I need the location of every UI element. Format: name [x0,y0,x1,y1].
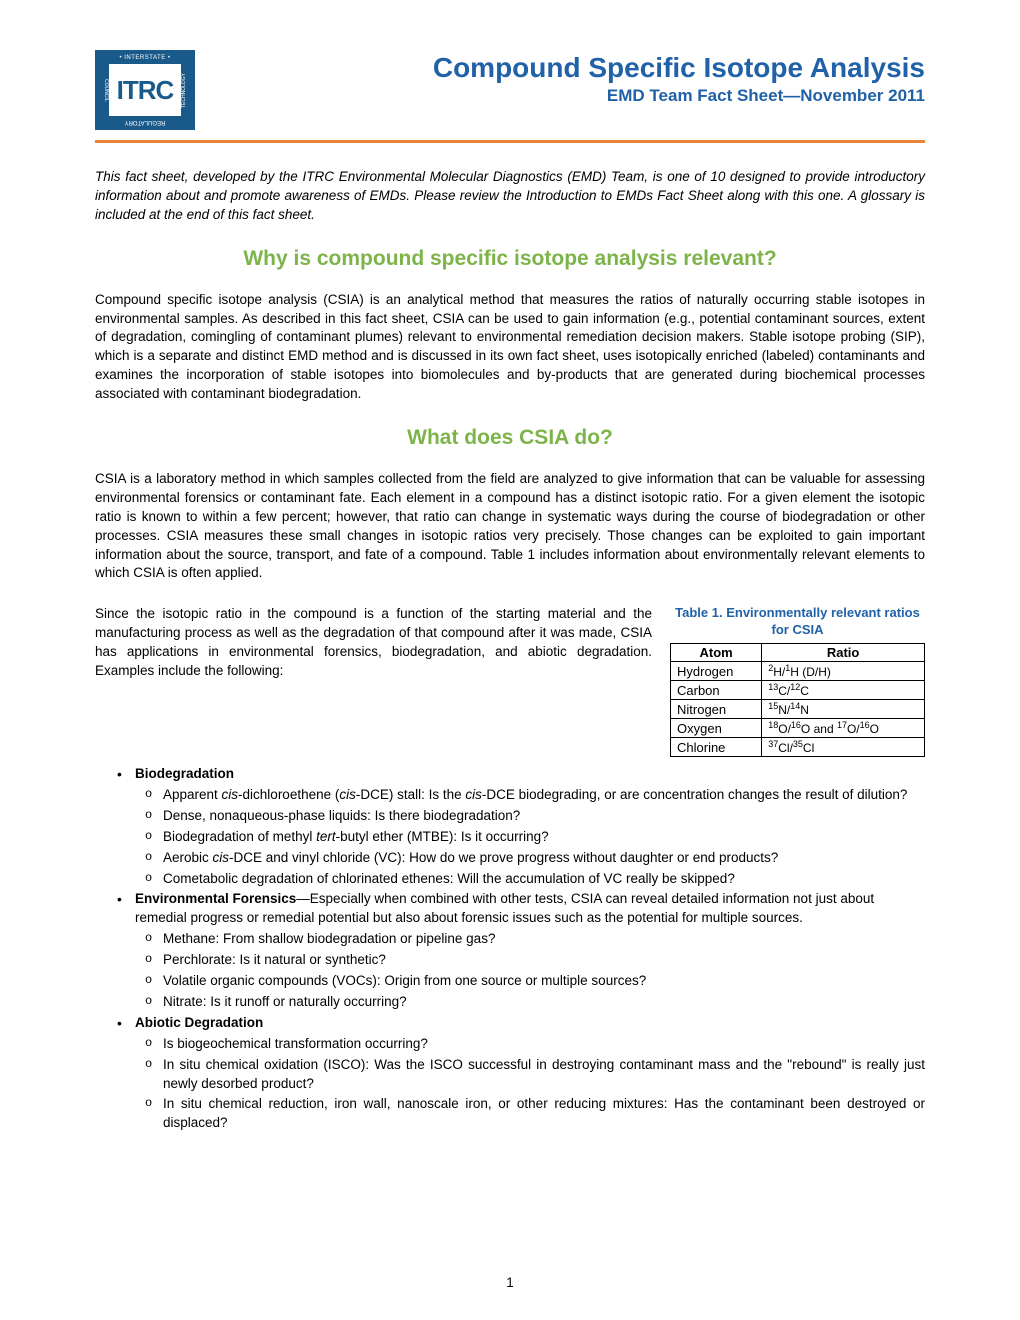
left-content: Since the isotopic ratio in the compound… [95,605,652,757]
section-2-left-para: Since the isotopic ratio in the compound… [95,605,652,681]
ratio-cell: 37Cl/35Cl [762,738,925,757]
table-col-atom: Atom [671,644,762,662]
table-1: Atom Ratio Hydrogen2H/1H (D/H)Carbon13C/… [670,643,925,757]
logo-bottom-text: REGULATORY [97,116,193,128]
ratio-cell: 13C/12C [762,681,925,700]
logo-center-text: ITRC [117,75,174,106]
logo-right-text: TECHNOLOGY [181,64,193,116]
list-item: Apparent cis-dichloroethene (cis-DCE) st… [95,786,925,805]
section-1-body: Compound specific isotope analysis (CSIA… [95,291,925,404]
table-row: Carbon13C/12C [671,681,925,700]
content-with-table: Since the isotopic ratio in the compound… [95,605,925,757]
atom-cell: Nitrogen [671,700,762,719]
list-item: Is biogeochemical transformation occurri… [95,1035,925,1054]
logo-left-text: COUNCIL [97,64,109,116]
atom-cell: Carbon [671,681,762,700]
list-item: Biodegradation of methyl tert-butyl ethe… [95,828,925,847]
intro-paragraph: This fact sheet, developed by the ITRC E… [95,168,925,225]
logo-top-text: • INTERSTATE • [97,52,193,64]
forensics-label: Environmental Forensics [135,891,296,906]
logo-middle: COUNCIL ITRC TECHNOLOGY [97,64,193,116]
list-item: Dense, nonaqueous-phase liquids: Is ther… [95,807,925,826]
ratio-cell: 18O/16O and 17O/16O [762,719,925,738]
itrc-logo: • INTERSTATE • COUNCIL ITRC TECHNOLOGY R… [95,50,195,130]
list-item: Aerobic cis-DCE and vinyl chloride (VC):… [95,849,925,868]
table-row: Nitrogen15N/14N [671,700,925,719]
page-number: 1 [0,1275,1020,1290]
table-1-wrap: Table 1. Environmentally relevant ratios… [670,605,925,757]
list-item: In situ chemical reduction, iron wall, n… [95,1095,925,1133]
biodeg-label: Biodegradation [135,766,234,781]
table-1-title: Table 1. Environmentally relevant ratios… [670,605,925,639]
section-1-title: Why is compound specific isotope analysi… [95,247,925,271]
list-item: Volatile organic compounds (VOCs): Origi… [95,972,925,991]
ratio-cell: 15N/14N [762,700,925,719]
atom-cell: Oxygen [671,719,762,738]
atom-cell: Hydrogen [671,662,762,681]
bullet-abiotic: Abiotic Degradation [95,1014,925,1033]
bullet-biodegradation: Biodegradation [95,765,925,784]
section-2-title: What does CSIA do? [95,426,925,450]
list-item: Methane: From shallow biodegradation or … [95,930,925,949]
bullet-list: Biodegradation Apparent cis-dichloroethe… [95,765,925,1133]
list-item: Cometabolic degradation of chlorinated e… [95,870,925,889]
table-col-ratio: Ratio [762,644,925,662]
abiotic-label: Abiotic Degradation [135,1015,263,1030]
section-2-body: CSIA is a laboratory method in which sam… [95,470,925,583]
ratio-cell: 2H/1H (D/H) [762,662,925,681]
table-header-row: Atom Ratio [671,644,925,662]
document-header: • INTERSTATE • COUNCIL ITRC TECHNOLOGY R… [95,50,925,130]
table-row: Hydrogen2H/1H (D/H) [671,662,925,681]
atom-cell: Chlorine [671,738,762,757]
document-title: Compound Specific Isotope Analysis [195,52,925,84]
document-subtitle: EMD Team Fact Sheet—November 2011 [195,86,925,106]
bullet-forensics: Environmental Forensics—Especially when … [95,890,925,928]
table-row: Oxygen18O/16O and 17O/16O [671,719,925,738]
table-row: Chlorine37Cl/35Cl [671,738,925,757]
list-item: Nitrate: Is it runoff or naturally occur… [95,993,925,1012]
list-item: In situ chemical oxidation (ISCO): Was t… [95,1056,925,1094]
divider-line [95,140,925,143]
title-block: Compound Specific Isotope Analysis EMD T… [195,50,925,106]
list-item: Perchlorate: Is it natural or synthetic? [95,951,925,970]
